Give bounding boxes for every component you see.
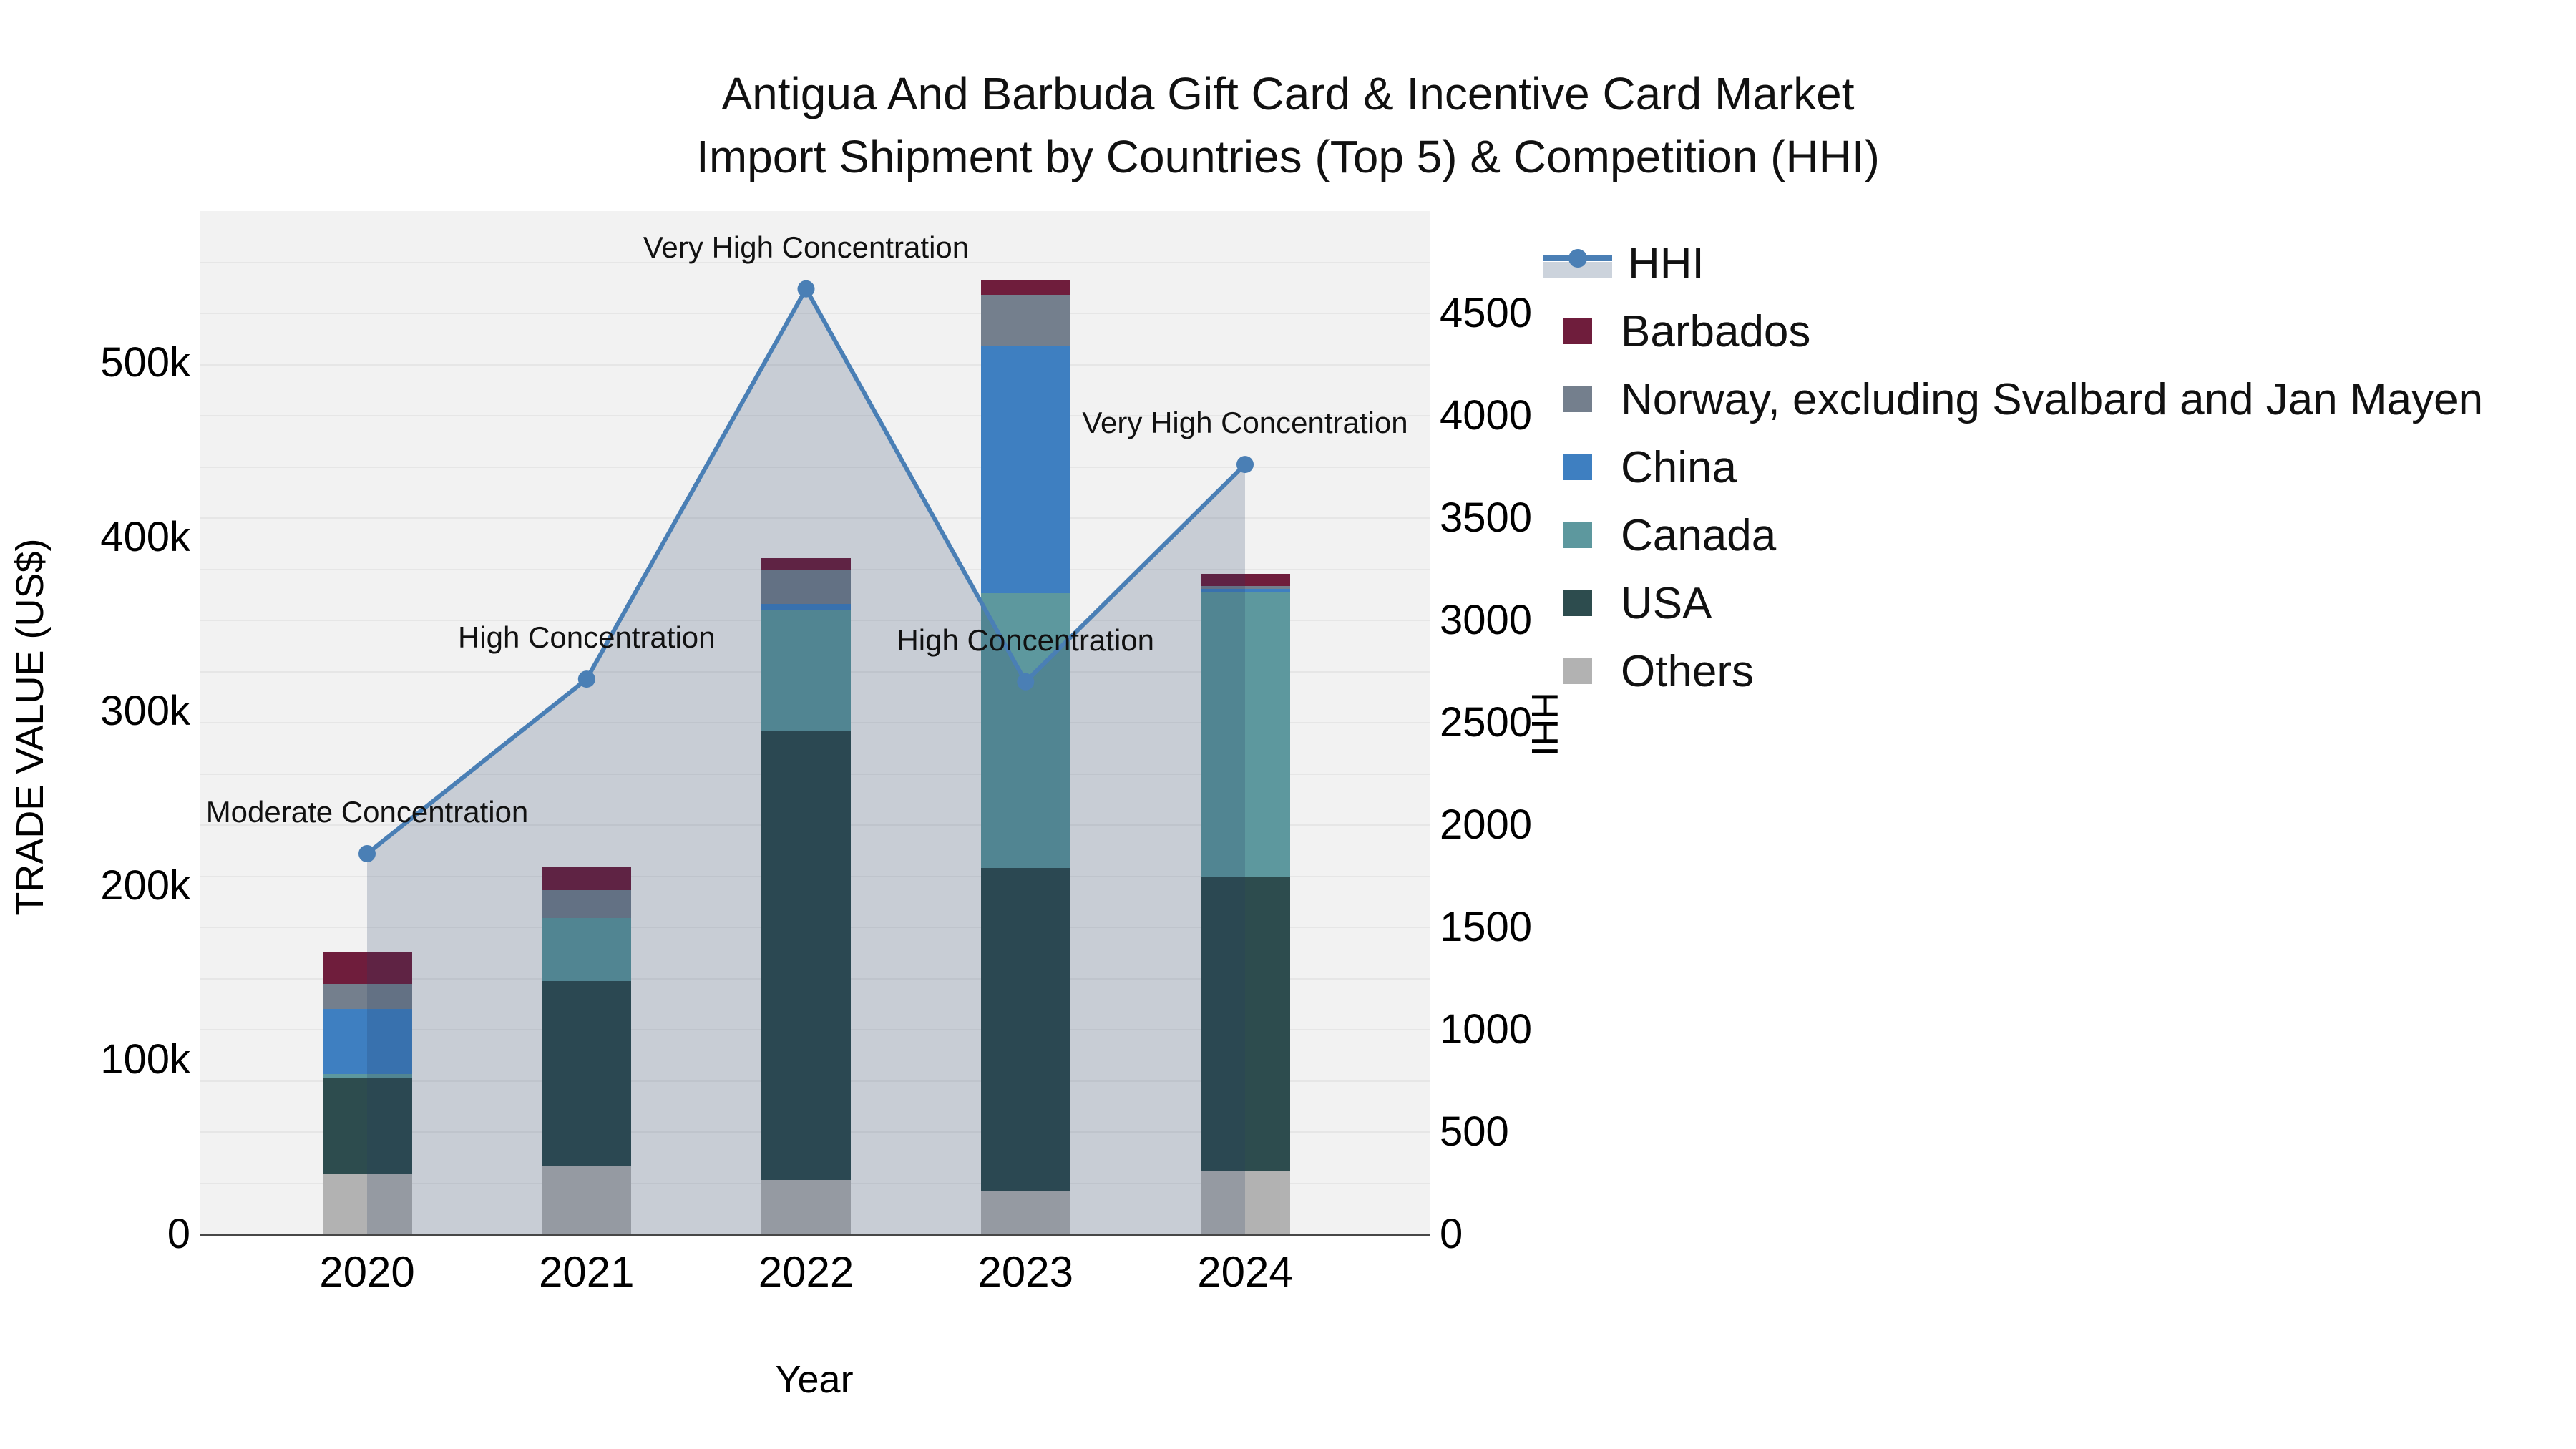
legend-label: Others bbox=[1621, 646, 1755, 696]
hhi-marker-2021[interactable] bbox=[577, 670, 595, 688]
bar-segment-canada-2023[interactable] bbox=[980, 592, 1070, 869]
hhi-marker-2023[interactable] bbox=[1017, 673, 1035, 691]
bar-segment-barbados-2022[interactable] bbox=[761, 557, 851, 570]
bar-segment-usa-2022[interactable] bbox=[761, 731, 851, 1181]
y-axis-right-tick-2500: 2500 bbox=[1440, 699, 1533, 746]
y-axis-left-tick-0: 0 bbox=[167, 1211, 190, 1257]
legend-label: USA bbox=[1621, 578, 1712, 628]
bar-segment-china-2020[interactable] bbox=[322, 1008, 412, 1075]
bar-segment-others-2024[interactable] bbox=[1200, 1171, 1290, 1234]
bar-segment-barbados-2023[interactable] bbox=[980, 280, 1070, 295]
gridline bbox=[200, 517, 1430, 519]
y-axis-right-tick-1500: 1500 bbox=[1440, 904, 1533, 950]
legend-item-usa[interactable]: USA bbox=[1543, 569, 1712, 638]
y-axis-right-tick-3500: 3500 bbox=[1440, 494, 1533, 541]
y-axis-left-tick-300k: 300k bbox=[100, 688, 190, 735]
legend-swatch-usa bbox=[1563, 590, 1592, 616]
y-axis-left-tick-200k: 200k bbox=[100, 862, 190, 909]
bar-segment-china-2023[interactable] bbox=[980, 345, 1070, 593]
y-axis-right-tick-500: 500 bbox=[1440, 1108, 1509, 1155]
legend-swatch-barbados bbox=[1563, 318, 1592, 344]
legend-item-hhi[interactable]: HHI bbox=[1543, 229, 1704, 298]
bar-segment-others-2021[interactable] bbox=[542, 1166, 632, 1234]
x-axis-tick-2022: 2022 bbox=[758, 1248, 854, 1296]
legend-item-others[interactable]: Others bbox=[1543, 637, 1754, 706]
bar-segment-others-2022[interactable] bbox=[761, 1180, 851, 1234]
y-axis-right-tick-1000: 1000 bbox=[1440, 1006, 1533, 1053]
bar-segment-others-2023[interactable] bbox=[980, 1191, 1070, 1234]
legend-label: Barbados bbox=[1621, 306, 1811, 356]
x-axis-tick-2024: 2024 bbox=[1197, 1248, 1293, 1296]
x-axis-tick-2020: 2020 bbox=[319, 1248, 415, 1296]
y-axis-right-tick-4000: 4000 bbox=[1440, 392, 1533, 439]
legend-hhi-line-icon bbox=[1543, 249, 1612, 278]
x-axis-title: Year bbox=[775, 1358, 854, 1401]
bar-segment-barbados-2021[interactable] bbox=[542, 867, 632, 890]
bar-segment-china-2022[interactable] bbox=[761, 604, 851, 610]
legend-item-norway[interactable]: Norway, excluding Svalbard and Jan Mayen bbox=[1543, 365, 2483, 434]
bar-segment-canada-2022[interactable] bbox=[761, 609, 851, 732]
plot-area: Moderate Concentration High Concentration… bbox=[200, 211, 1430, 1236]
legend-label: Canada bbox=[1621, 510, 1777, 560]
bar-segment-norway-2021[interactable] bbox=[542, 889, 632, 918]
bar-segment-canada-2020[interactable] bbox=[322, 1074, 412, 1078]
bar-segment-others-2020[interactable] bbox=[322, 1173, 412, 1234]
bar-segment-canada-2021[interactable] bbox=[542, 917, 632, 981]
bar-segment-norway-2024[interactable] bbox=[1200, 585, 1290, 589]
gridline bbox=[200, 466, 1430, 468]
legend-hhi-marker-icon bbox=[1568, 249, 1587, 268]
chart-title: Antigua And Barbuda Gift Card & Incentiv… bbox=[0, 62, 2576, 188]
y-axis-left-tick-100k: 100k bbox=[100, 1036, 190, 1083]
legend-label: HHI bbox=[1628, 238, 1704, 288]
y-axis-right-tick-2000: 2000 bbox=[1440, 801, 1533, 848]
bar-segment-usa-2024[interactable] bbox=[1200, 877, 1290, 1172]
bar-segment-usa-2023[interactable] bbox=[980, 868, 1070, 1191]
legend-swatch-china bbox=[1563, 454, 1592, 480]
legend-item-canada[interactable]: Canada bbox=[1543, 501, 1776, 570]
y-axis-right-tick-4500: 4500 bbox=[1440, 290, 1533, 336]
bar-segment-norway-2023[interactable] bbox=[980, 294, 1070, 346]
bar-segment-norway-2020[interactable] bbox=[322, 983, 412, 1009]
bar-segment-usa-2020[interactable] bbox=[322, 1077, 412, 1174]
gridline bbox=[200, 415, 1430, 416]
legend-label: Norway, excluding Svalbard and Jan Mayen bbox=[1621, 374, 2484, 424]
hhi-area-fill bbox=[367, 288, 1245, 1234]
annotation-2020: Moderate Concentration bbox=[205, 795, 529, 829]
legend-swatch-canada bbox=[1563, 522, 1592, 548]
x-axis-tick-2023: 2023 bbox=[977, 1248, 1073, 1296]
bar-segment-china-2024[interactable] bbox=[1200, 588, 1290, 592]
gridline bbox=[200, 261, 1430, 263]
legend-label: China bbox=[1621, 442, 1737, 492]
y-axis-right-tick-3000: 3000 bbox=[1440, 597, 1533, 643]
gridline bbox=[200, 364, 1430, 366]
bar-segment-canada-2024[interactable] bbox=[1200, 592, 1290, 877]
annotation-2022: Very High Concentration bbox=[643, 230, 970, 264]
chart-title-line2: Import Shipment by Countries (Top 5) & C… bbox=[696, 131, 1880, 182]
x-axis-line bbox=[200, 1234, 1430, 1236]
annotation-2023: High Concentration bbox=[897, 623, 1155, 657]
x-axis-tick-2021: 2021 bbox=[539, 1248, 635, 1296]
legend-item-barbados[interactable]: Barbados bbox=[1543, 297, 1810, 366]
legend-swatch-norway bbox=[1563, 386, 1592, 412]
chart-title-line1: Antigua And Barbuda Gift Card & Incentiv… bbox=[721, 68, 1855, 119]
y-axis-left-title: TRADE VALUE (US$) bbox=[9, 538, 52, 916]
annotation-2021: High Concentration bbox=[457, 620, 716, 655]
hhi-line-layer bbox=[358, 280, 1254, 1234]
bar-segment-barbados-2020[interactable] bbox=[322, 952, 412, 984]
bar-segment-usa-2021[interactable] bbox=[542, 980, 632, 1166]
y-axis-left-tick-400k: 400k bbox=[100, 513, 190, 560]
hhi-marker-2022[interactable] bbox=[797, 280, 815, 298]
bar-segment-norway-2022[interactable] bbox=[761, 570, 851, 605]
legend-hhi-area-swatch bbox=[1543, 262, 1612, 278]
annotation-2024: Very High Concentration bbox=[1082, 406, 1408, 440]
legend-item-china[interactable]: China bbox=[1543, 433, 1737, 502]
hhi-marker-2020[interactable] bbox=[358, 845, 376, 862]
bar-segment-barbados-2024[interactable] bbox=[1200, 573, 1290, 586]
hhi-marker-2024[interactable] bbox=[1236, 456, 1254, 474]
gridline bbox=[200, 313, 1430, 314]
y-axis-right-tick-0: 0 bbox=[1440, 1211, 1463, 1257]
legend-swatch-others bbox=[1563, 658, 1592, 684]
y-axis-left-tick-500k: 500k bbox=[100, 338, 190, 386]
